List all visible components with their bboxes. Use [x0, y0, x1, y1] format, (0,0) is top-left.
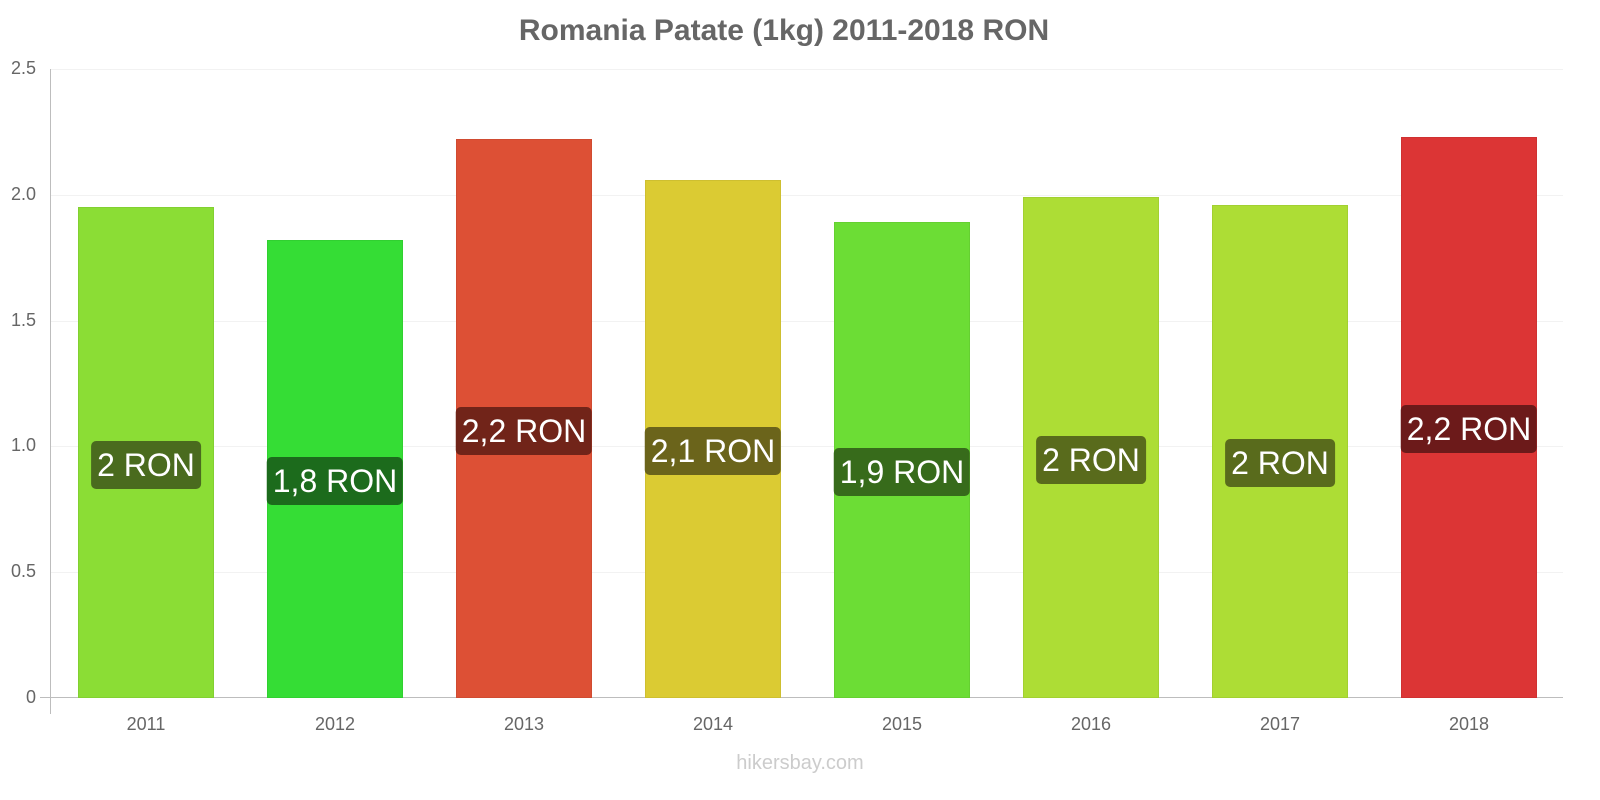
bar-value-label: 2,2 RON — [455, 407, 593, 455]
y-tick-label: 0.5 — [10, 561, 36, 581]
watermark: hikersbay.com — [736, 752, 864, 774]
bar-value-label: 2,1 RON — [644, 427, 782, 475]
bar-value-label: 2,2 RON — [1400, 405, 1538, 453]
x-tick-label: 2011 — [126, 714, 166, 734]
bar-value-label: 1,8 RON — [266, 457, 404, 505]
x-tick-label: 2015 — [881, 714, 923, 734]
bar-value-label: 2 RON — [1036, 436, 1146, 484]
y-tick-label: 2.0 — [10, 184, 36, 204]
gridline — [51, 69, 1563, 70]
x-tick-label: 2018 — [1448, 714, 1490, 734]
x-axis-line — [40, 697, 1563, 698]
gridline — [51, 321, 1563, 322]
y-tick-label: 1.5 — [10, 310, 36, 330]
gridline — [51, 195, 1563, 196]
x-tick-label: 2013 — [503, 714, 545, 734]
y-tick-label: 2.5 — [10, 58, 36, 78]
bar-value-label: 2 RON — [1225, 439, 1335, 487]
y-tick-label: 0 — [25, 687, 36, 707]
gridline — [51, 572, 1563, 573]
x-tick-label: 2012 — [314, 714, 356, 734]
y-axis-line — [50, 69, 51, 714]
gridline — [51, 446, 1563, 447]
x-tick-label: 2016 — [1070, 714, 1112, 734]
bar-value-label: 2 RON — [91, 441, 201, 489]
x-tick-label: 2014 — [692, 714, 734, 734]
chart-title: Romania Patate (1kg) 2011-2018 RON — [518, 14, 1050, 47]
y-tick-label: 1.0 — [10, 435, 36, 455]
bar-value-label: 1,9 RON — [833, 448, 971, 496]
x-tick-label: 2017 — [1259, 714, 1301, 734]
